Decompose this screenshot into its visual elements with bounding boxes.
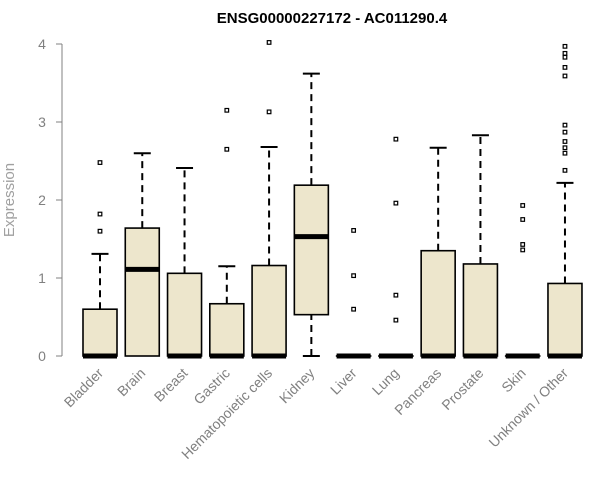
y-axis: 0 1 2 3 4 — [38, 36, 63, 364]
outlier-point — [562, 73, 568, 79]
box-rect — [420, 249, 456, 357]
box-group-12 — [547, 43, 583, 359]
x-tick-label: Prostate — [438, 365, 486, 413]
outlier-point — [520, 217, 526, 222]
outlier-point — [562, 64, 568, 70]
outlier-point — [97, 211, 103, 217]
x-tick-label: Bladder — [61, 365, 107, 411]
box-group-5 — [251, 40, 287, 359]
outlier-point — [351, 273, 357, 279]
y-axis-label: Expression — [1, 163, 18, 237]
outlier-point — [393, 317, 399, 323]
outlier-point — [562, 150, 568, 156]
outlier-point — [393, 292, 399, 298]
outlier-point — [393, 136, 399, 142]
outlier-point — [562, 129, 568, 135]
box-rect — [293, 184, 330, 316]
outlier-point — [266, 109, 272, 115]
box-rect — [251, 264, 287, 357]
outlier-point — [224, 146, 230, 152]
outlier-point — [97, 160, 103, 165]
box-group-7 — [335, 228, 372, 359]
outlier-point — [266, 40, 272, 45]
y-tick-label: 3 — [38, 114, 46, 130]
y-tick-label: 2 — [38, 192, 46, 208]
box-group-8 — [378, 136, 414, 359]
box-group-10 — [462, 134, 499, 359]
x-tick-label: Liver — [327, 365, 360, 398]
box-group-9 — [420, 146, 456, 359]
x-tick-label: Kidney — [276, 365, 318, 407]
x-tick-label: Skin — [498, 365, 529, 396]
x-tick-label: Lung — [369, 365, 402, 398]
boxes-layer — [82, 40, 583, 359]
outlier-point — [562, 54, 568, 60]
y-tick-label: 1 — [38, 270, 46, 286]
chart-title: ENSG00000227172 - AC011290.4 — [217, 10, 448, 27]
y-tick-label: 4 — [38, 36, 46, 52]
y-tick-label: 0 — [38, 348, 46, 364]
box-rect — [82, 308, 118, 357]
box-group-2 — [124, 152, 161, 357]
outlier-point — [520, 242, 526, 247]
x-tick-label: Pancreas — [391, 365, 444, 418]
x-tick-label: Breast — [151, 365, 191, 405]
outlier-point — [562, 167, 568, 173]
outlier-point — [562, 43, 568, 49]
outlier-point — [562, 122, 568, 128]
box-group-6 — [293, 72, 330, 357]
box-rect — [124, 227, 161, 357]
outlier-point — [351, 306, 357, 312]
box-rect — [462, 263, 499, 357]
x-tick-label: Unknown / Other — [485, 365, 571, 451]
outlier-point — [562, 139, 568, 144]
outlier-point — [562, 145, 568, 151]
outlier-point — [393, 200, 399, 206]
outlier-point — [520, 247, 526, 253]
outlier-point — [520, 203, 526, 208]
box-group-4 — [209, 107, 245, 359]
box-group-11 — [504, 203, 541, 359]
x-tick-label: Brain — [114, 365, 148, 399]
outlier-point — [224, 107, 230, 113]
box-rect — [166, 272, 203, 357]
box-rect — [547, 282, 583, 357]
outlier-point — [562, 50, 568, 56]
box-group-1 — [82, 160, 118, 359]
box-rect — [209, 302, 245, 357]
outlier-point — [97, 228, 103, 234]
box-group-3 — [166, 167, 203, 359]
outlier-point — [351, 228, 357, 233]
